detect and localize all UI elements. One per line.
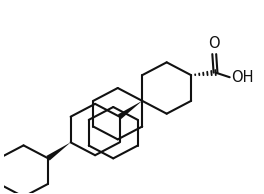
Polygon shape bbox=[46, 142, 71, 161]
Text: OH: OH bbox=[231, 70, 253, 85]
Polygon shape bbox=[118, 101, 142, 119]
Text: O: O bbox=[209, 36, 220, 51]
